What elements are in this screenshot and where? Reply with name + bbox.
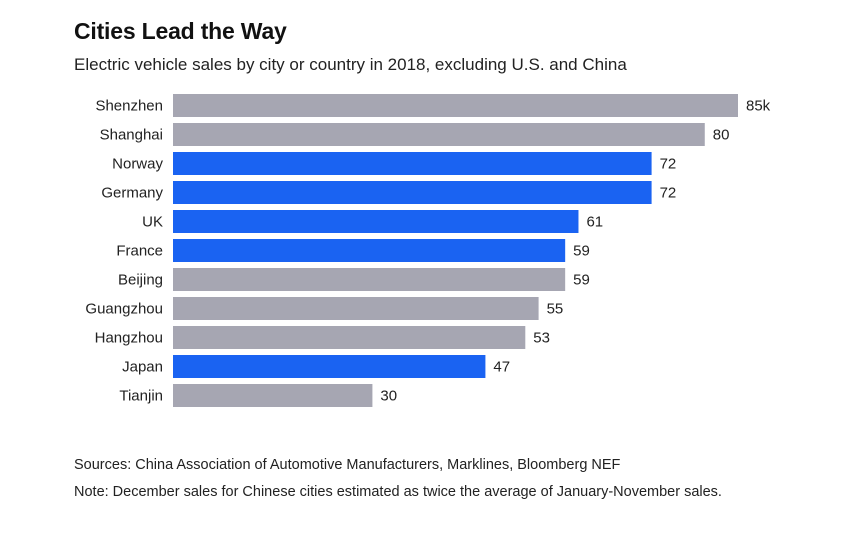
bar-france <box>173 239 566 262</box>
bar-shanghai <box>173 123 705 146</box>
category-label-guangzhou: Guangzhou <box>85 301 163 318</box>
chart-title: Cities Lead the Way <box>74 18 287 44</box>
bar-beijing <box>173 268 566 291</box>
bar-shenzhen <box>173 94 738 117</box>
category-label-shanghai: Shanghai <box>100 127 163 144</box>
category-label-norway: Norway <box>112 156 163 173</box>
value-label-germany: 72 <box>660 185 677 202</box>
value-label-japan: 47 <box>493 359 510 376</box>
category-label-germany: Germany <box>101 185 163 202</box>
value-label-guangzhou: 55 <box>547 301 564 318</box>
value-label-france: 59 <box>573 243 590 260</box>
bar-uk <box>173 210 579 233</box>
footnote: Note: December sales for Chinese cities … <box>74 484 722 500</box>
value-label-beijing: 59 <box>573 272 590 289</box>
category-label-france: France <box>116 243 163 260</box>
bar-tianjin <box>173 384 373 407</box>
category-label-shenzhen: Shenzhen <box>95 98 163 115</box>
category-label-tianjin: Tianjin <box>119 388 163 405</box>
value-label-shanghai: 80 <box>713 127 730 144</box>
value-label-shenzhen: 85k <box>746 98 771 115</box>
chart-subtitle: Electric vehicle sales by city or countr… <box>74 55 627 74</box>
bar-guangzhou <box>173 297 539 320</box>
bar-norway <box>173 152 652 175</box>
bar-hangzhou <box>173 326 526 349</box>
value-label-uk: 61 <box>586 214 603 231</box>
value-label-hangzhou: 53 <box>533 330 550 347</box>
bar-germany <box>173 181 652 204</box>
sources-note: Sources: China Association of Automotive… <box>74 457 621 473</box>
category-label-japan: Japan <box>122 359 163 376</box>
category-label-hangzhou: Hangzhou <box>95 330 163 347</box>
category-label-beijing: Beijing <box>118 272 163 289</box>
value-label-norway: 72 <box>660 156 677 173</box>
category-label-uk: UK <box>142 214 163 231</box>
bar-japan <box>173 355 486 378</box>
value-label-tianjin: 30 <box>380 388 397 405</box>
